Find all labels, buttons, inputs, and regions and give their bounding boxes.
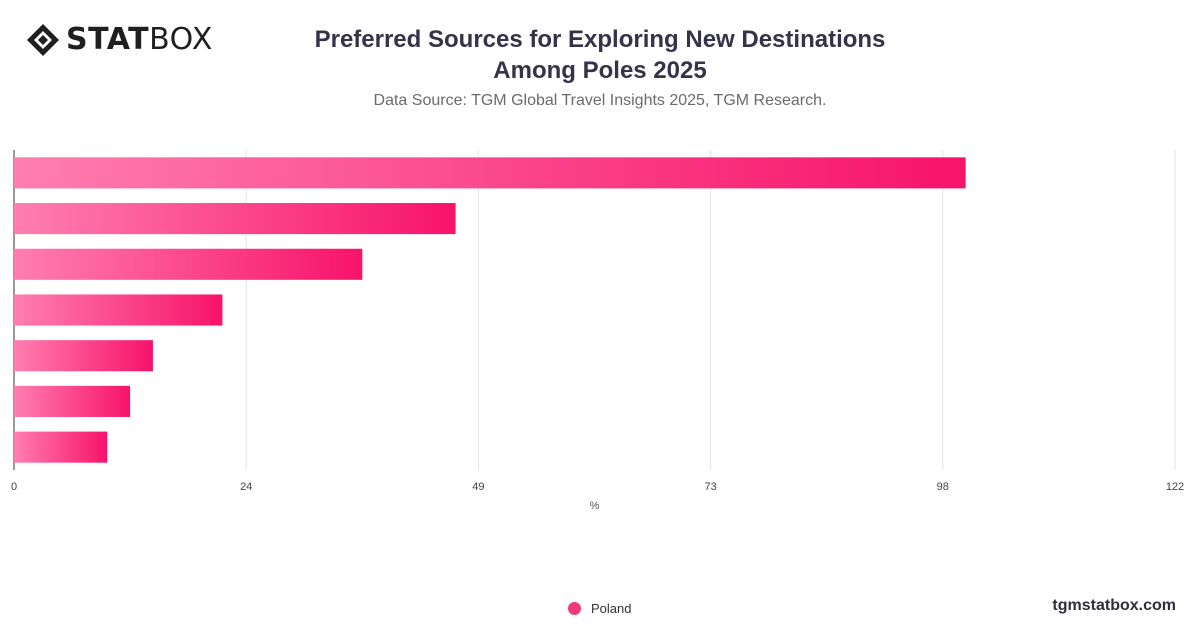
logo-wordmark: STATBOX <box>66 22 213 57</box>
x-axis-label: % <box>590 500 600 512</box>
bar[interactable] <box>14 157 966 189</box>
legend-label: Poland <box>591 601 632 616</box>
website-watermark: tgmstatbox.com <box>1052 597 1176 614</box>
bar[interactable] <box>14 294 223 326</box>
x-tick-label: 98 <box>937 481 949 493</box>
bar[interactable] <box>14 203 456 235</box>
bar[interactable] <box>14 340 153 372</box>
x-tick-label: 0 <box>11 481 17 493</box>
x-tick-label: 49 <box>472 481 484 493</box>
statbox-logo: STATBOX <box>26 22 213 57</box>
chart-title: Preferred Sources for Exploring New Dest… <box>0 24 1200 86</box>
chart-subtitle: Data Source: TGM Global Travel Insights … <box>373 92 827 109</box>
x-tick-label: 73 <box>704 481 716 493</box>
bar[interactable] <box>14 431 108 463</box>
bar[interactable] <box>14 248 363 280</box>
bar[interactable] <box>14 385 131 417</box>
chart-title-line-1: Preferred Sources for Exploring New Dest… <box>314 26 886 53</box>
x-tick-label: 24 <box>240 481 252 493</box>
logo-diamond-icon <box>27 23 59 56</box>
chart-legend[interactable]: Poland <box>568 601 631 616</box>
legend-dot-icon <box>568 602 581 615</box>
x-tick-label: 122 <box>1166 481 1184 493</box>
chart-title-line-2: Among Poles 2025 <box>493 57 707 84</box>
